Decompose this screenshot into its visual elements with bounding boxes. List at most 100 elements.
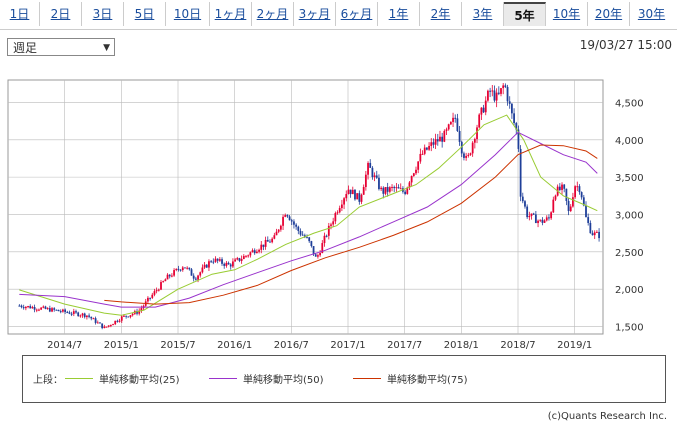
x-tick-label: 2014/7: [47, 340, 82, 350]
candle-body: [428, 145, 430, 150]
candle-body: [57, 309, 60, 312]
candle-body: [406, 187, 409, 194]
candle-body: [85, 315, 88, 318]
candle-body: [271, 238, 274, 243]
candle-body: [473, 139, 476, 143]
candle-body: [534, 214, 537, 224]
candle-body: [576, 186, 579, 188]
candle-body: [519, 148, 522, 197]
candle-body: [456, 118, 459, 131]
candle-body: [149, 297, 152, 299]
candle-body: [147, 297, 149, 302]
tab-1[interactable]: 2日: [40, 2, 82, 26]
tab-0[interactable]: 1日: [0, 2, 40, 26]
candle-body: [378, 177, 380, 190]
candle-body: [101, 323, 104, 329]
x-tick-label: 2019/1: [557, 340, 592, 350]
candle-body: [434, 139, 437, 145]
candle-body: [162, 281, 165, 283]
candle-body: [38, 309, 40, 311]
candle-body: [436, 139, 439, 142]
candle-body: [327, 225, 330, 236]
candle-body: [55, 309, 58, 311]
candle-body: [332, 221, 335, 225]
candle-body: [340, 204, 343, 209]
candle-body: [491, 90, 494, 92]
y-tick-label: 4,000: [615, 136, 644, 147]
candle-body: [508, 101, 511, 104]
candle-body: [465, 155, 468, 158]
candle-body: [306, 237, 308, 239]
candle-body: [393, 186, 396, 189]
candle-body: [343, 198, 345, 205]
candle-body: [360, 194, 363, 202]
candle-body: [317, 255, 319, 257]
candle-body: [255, 251, 258, 254]
candle-body: [572, 197, 574, 207]
candle-body: [192, 275, 195, 279]
tab-9[interactable]: 1年: [378, 2, 420, 26]
candle-body: [199, 272, 202, 276]
tab-10[interactable]: 2年: [420, 2, 462, 26]
candle-body: [225, 262, 228, 266]
candle-body: [40, 307, 43, 310]
candle-body: [543, 220, 546, 223]
candle-body: [349, 189, 352, 195]
candle-body: [421, 153, 424, 155]
candle-body: [504, 85, 507, 87]
tab-2[interactable]: 3日: [82, 2, 124, 26]
tab-13[interactable]: 10年: [546, 2, 588, 26]
candle-body: [20, 305, 23, 308]
candle-body: [109, 325, 112, 327]
candle-body: [88, 315, 90, 317]
candle-body: [203, 264, 206, 268]
tab-15[interactable]: 30年: [637, 7, 666, 21]
tab-11[interactable]: 3年: [462, 2, 504, 26]
candle-body: [70, 313, 73, 315]
tab-6[interactable]: 2ヶ月: [252, 2, 294, 26]
candle-body: [62, 309, 64, 312]
candle-body: [593, 232, 596, 236]
candle-body: [567, 200, 570, 212]
candle-body: [64, 309, 67, 312]
candle-body: [286, 215, 289, 217]
candle-body: [295, 224, 298, 227]
tab-7[interactable]: 3ヶ月: [294, 2, 336, 26]
candle-period-value: 週足: [13, 41, 38, 55]
tab-12[interactable]: 5年: [504, 2, 546, 26]
candle-body: [284, 215, 287, 217]
tab-8[interactable]: 6ヶ月: [336, 2, 378, 26]
tab-3[interactable]: 5日: [124, 2, 166, 26]
candle-body: [493, 90, 496, 101]
tab-5[interactable]: 1ヶ月: [210, 2, 252, 26]
candle-body: [587, 217, 590, 223]
tab-14[interactable]: 20年: [588, 2, 630, 26]
candle-body: [46, 308, 49, 310]
candle-body: [118, 320, 121, 322]
candle-body: [382, 187, 385, 194]
candle-body: [299, 230, 302, 235]
candle-body: [59, 311, 62, 313]
candle-body: [569, 206, 572, 212]
candle-body: [236, 258, 239, 260]
candle-body: [454, 117, 457, 119]
candle-body: [181, 267, 184, 271]
candle-body: [114, 320, 117, 325]
candle-body: [68, 312, 71, 314]
candle-body: [77, 312, 80, 316]
tab-4[interactable]: 10日: [166, 2, 210, 26]
candle-body: [532, 213, 535, 215]
candle-body: [282, 216, 284, 226]
candle-body: [478, 114, 481, 128]
candle-body: [595, 231, 598, 233]
candle-body: [24, 306, 27, 309]
candle-period-select[interactable]: 週足 ▼: [7, 38, 115, 56]
candle-body: [541, 219, 544, 223]
chevron-down-icon: ▼: [103, 43, 110, 53]
candle-body: [168, 274, 171, 277]
chart-timestamp: 19/03/27 15:00: [579, 38, 672, 52]
candle-body: [310, 241, 313, 247]
candle-body: [589, 222, 592, 234]
candle-body: [417, 161, 420, 170]
candle-body: [423, 147, 426, 154]
